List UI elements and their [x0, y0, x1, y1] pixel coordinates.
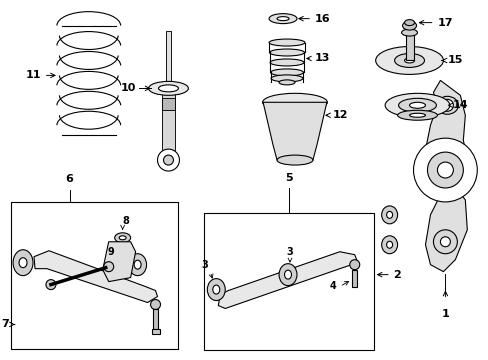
Ellipse shape: [284, 270, 291, 279]
Circle shape: [437, 162, 452, 178]
Ellipse shape: [19, 258, 27, 268]
Ellipse shape: [394, 54, 424, 67]
Circle shape: [349, 260, 359, 270]
Ellipse shape: [134, 260, 141, 269]
Text: 13: 13: [306, 54, 329, 63]
Text: 10: 10: [120, 84, 135, 93]
Text: 11: 11: [25, 71, 55, 80]
Ellipse shape: [436, 96, 457, 114]
Bar: [405, 32, 413, 60]
Bar: [153, 310, 158, 329]
Ellipse shape: [270, 69, 303, 76]
Bar: [351, 270, 357, 287]
Ellipse shape: [270, 75, 303, 82]
Circle shape: [441, 99, 452, 111]
Ellipse shape: [119, 236, 126, 240]
Bar: [151, 329, 159, 334]
Circle shape: [413, 138, 476, 202]
Text: 3: 3: [201, 260, 207, 270]
Text: 9: 9: [108, 247, 115, 257]
Ellipse shape: [402, 21, 416, 30]
Ellipse shape: [404, 20, 414, 26]
Bar: [161, 98, 175, 110]
Ellipse shape: [277, 155, 312, 165]
Circle shape: [163, 155, 173, 165]
Polygon shape: [425, 80, 467, 272]
Circle shape: [427, 152, 463, 188]
Ellipse shape: [13, 250, 33, 276]
Text: 6: 6: [65, 174, 74, 184]
Bar: [204, 213, 373, 350]
Ellipse shape: [207, 279, 225, 301]
Ellipse shape: [269, 49, 304, 56]
Bar: [161, 85, 175, 150]
Ellipse shape: [381, 236, 397, 254]
Ellipse shape: [262, 93, 326, 111]
Ellipse shape: [128, 254, 146, 276]
Circle shape: [103, 262, 113, 272]
Ellipse shape: [386, 241, 392, 248]
Ellipse shape: [409, 102, 425, 108]
Ellipse shape: [212, 285, 219, 294]
Ellipse shape: [148, 81, 188, 95]
Circle shape: [46, 280, 56, 289]
Ellipse shape: [404, 58, 414, 63]
Ellipse shape: [386, 211, 392, 219]
Circle shape: [150, 300, 160, 310]
Polygon shape: [34, 251, 157, 302]
Text: 16: 16: [298, 14, 330, 24]
Polygon shape: [218, 252, 357, 309]
Text: 2: 2: [377, 270, 401, 280]
Text: 5: 5: [285, 173, 292, 183]
Circle shape: [432, 230, 456, 254]
Text: 3: 3: [286, 247, 293, 257]
Text: 7: 7: [1, 319, 15, 329]
Text: 17: 17: [419, 18, 452, 28]
Circle shape: [157, 149, 179, 171]
Ellipse shape: [268, 39, 305, 46]
Ellipse shape: [279, 264, 296, 285]
Text: 12: 12: [325, 110, 347, 120]
Ellipse shape: [268, 14, 296, 24]
Ellipse shape: [375, 46, 443, 75]
Text: 8: 8: [122, 216, 129, 226]
Text: 14: 14: [447, 100, 467, 110]
Bar: [165, 31, 171, 90]
Text: 15: 15: [441, 55, 462, 66]
Circle shape: [440, 237, 449, 247]
Polygon shape: [102, 242, 135, 282]
Polygon shape: [263, 102, 326, 160]
Ellipse shape: [277, 17, 288, 21]
Ellipse shape: [397, 110, 437, 120]
Ellipse shape: [269, 59, 304, 66]
Text: 4: 4: [329, 280, 336, 291]
Ellipse shape: [398, 98, 436, 112]
Text: 1: 1: [441, 310, 448, 319]
Ellipse shape: [401, 29, 417, 36]
Ellipse shape: [385, 93, 449, 117]
Ellipse shape: [279, 80, 294, 85]
Ellipse shape: [158, 85, 178, 92]
Bar: [11, 202, 178, 349]
Ellipse shape: [381, 206, 397, 224]
Ellipse shape: [115, 233, 130, 243]
Ellipse shape: [409, 113, 425, 117]
